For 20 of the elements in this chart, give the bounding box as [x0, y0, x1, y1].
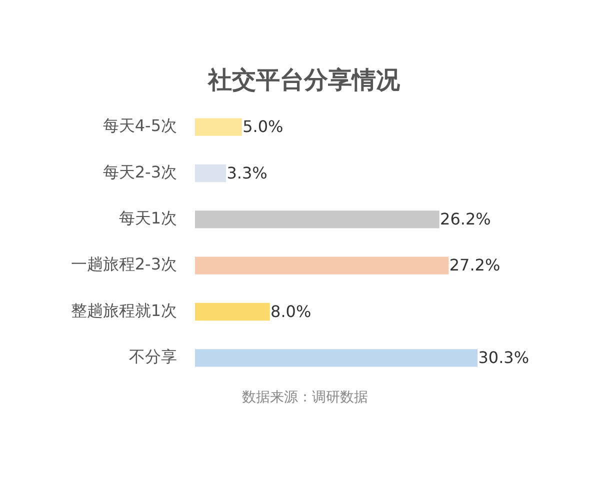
bar — [195, 118, 242, 136]
data-label: 3.3% — [226, 163, 268, 182]
y-tick-label: 一趟旅程2-3次 — [70, 254, 177, 274]
data-label: 26.2% — [440, 210, 491, 229]
data-label: 30.3% — [478, 348, 530, 368]
bar — [195, 349, 478, 367]
bar — [195, 164, 226, 182]
bar — [195, 210, 440, 228]
y-tick-label: 每天4-5次 — [102, 116, 177, 136]
y-tick-label: 每天1次 — [118, 208, 177, 228]
data-label: 8.0% — [270, 302, 312, 321]
chart-title: 社交平台分享情况 — [207, 66, 401, 94]
data-label: 5.0% — [242, 117, 284, 136]
y-tick-label: 整趟旅程就1次 — [70, 300, 177, 320]
bar — [195, 302, 270, 321]
bar — [195, 256, 449, 274]
y-tick-label: 不分享 — [129, 347, 177, 366]
y-tick-label: 每天2-3次 — [102, 162, 177, 182]
source-note: 数据来源：调研数据 — [242, 390, 368, 406]
data-label: 27.2% — [449, 256, 500, 275]
